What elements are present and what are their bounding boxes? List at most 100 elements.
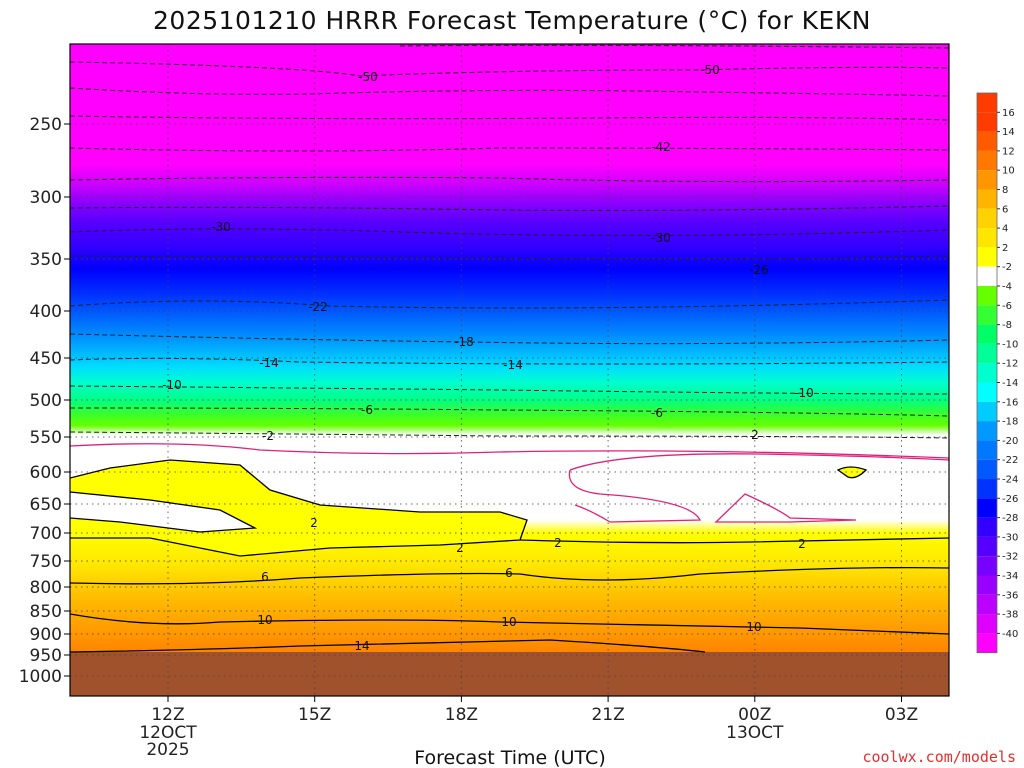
x-tick-sublabel: 12OCT xyxy=(139,723,197,743)
contour-label: 2 xyxy=(751,428,759,442)
x-tick-sublabel: 2025 xyxy=(146,740,189,760)
colorbar-tick-label: 6 xyxy=(1002,204,1008,215)
colorbar-tick-label: -34 xyxy=(1002,571,1018,582)
contour-label: 2 xyxy=(456,541,464,555)
x-tick-label: 03Z xyxy=(885,705,918,725)
x-tick-label: 12Z xyxy=(151,705,184,725)
contour-label: -18 xyxy=(454,335,474,349)
colorbar-tick-label: -10 xyxy=(1002,339,1018,350)
colorbar-cell xyxy=(977,131,997,151)
colorbar-tick-label: -30 xyxy=(1002,532,1018,543)
x-tick-sublabel: 13OCT xyxy=(726,723,784,743)
y-tick-label: 950 xyxy=(30,646,62,666)
colorbar-cell xyxy=(977,286,997,306)
colorbar-cell xyxy=(977,594,997,615)
colorbar-border xyxy=(976,92,998,654)
y-tick-label: 250 xyxy=(30,115,62,135)
x-tick-label: 15Z xyxy=(298,705,331,725)
colorbar-cell xyxy=(977,363,997,383)
colorbar-cell xyxy=(977,459,997,479)
contour-label: -50 xyxy=(358,70,378,84)
contour-labels: -50 -50-42-30-30-26-22-18-14 -14-10-10-6 -6… xyxy=(162,63,814,653)
colorbar-tick-label: -24 xyxy=(1002,475,1018,486)
contour-label: -6 xyxy=(651,406,663,420)
y-tick-label: 450 xyxy=(30,349,62,369)
colorbar-tick-label: -12 xyxy=(1002,359,1018,370)
colorbar-tick-label: -18 xyxy=(1002,417,1018,428)
contour-label: -50 xyxy=(700,63,720,77)
colorbar-tick-label: 12 xyxy=(1002,146,1015,157)
contour-label: -14 xyxy=(503,358,523,372)
plot-border xyxy=(69,43,950,697)
chart-title: 2025101210 HRRR Forecast Temperature (°C… xyxy=(153,6,871,35)
colorbar-cell xyxy=(977,93,997,113)
x-tick-label: 18Z xyxy=(445,705,478,725)
y-tick-label: 350 xyxy=(30,250,62,270)
colorbar-tick-label: 8 xyxy=(1002,185,1008,196)
colorbar-tick-label: -20 xyxy=(1002,436,1018,447)
warm-contours xyxy=(70,459,949,653)
y-tick-label: 900 xyxy=(30,625,62,645)
colorbar-cell xyxy=(977,150,997,171)
y-tick-label: 700 xyxy=(30,524,62,544)
contour-label: -22 xyxy=(308,300,328,314)
colorbar-cell xyxy=(977,575,997,595)
y-tick-label: 850 xyxy=(30,602,62,622)
y-tick-label: 550 xyxy=(30,428,62,448)
colorbar-tick-label: 4 xyxy=(1002,224,1008,235)
colorbar-cell xyxy=(977,401,997,422)
colorbar-tick-label: -4 xyxy=(1002,282,1012,293)
colorbar-cell xyxy=(977,112,997,132)
contour-label: -42 xyxy=(651,140,671,154)
colorbar-cell xyxy=(977,633,997,653)
plot-area: -50 -50-42-30-30-26-22-18-14 -14-10-10-6 -6… xyxy=(70,44,949,696)
colorbar-cell xyxy=(977,440,997,460)
contour-label: 10 xyxy=(501,615,516,629)
colorbar: 16 14 12 10 8 6 4 2 -2 -4 -6 -8 -10 -12 -14 -16 -18 -20 -2… xyxy=(976,92,1018,654)
cold-contours xyxy=(70,44,949,439)
y-tick-label: 800 xyxy=(30,578,62,598)
colorbar-tick-label: 16 xyxy=(1002,108,1015,119)
colorbar-cell xyxy=(977,208,997,229)
colorbar-cell xyxy=(977,614,997,634)
colorbar-tick-label: -22 xyxy=(1002,455,1018,466)
colorbar-tick-label: -32 xyxy=(1002,552,1018,563)
contour-label: 2 xyxy=(798,537,806,551)
contour-label: 2 xyxy=(310,516,318,530)
colorbar-cell xyxy=(977,421,997,441)
x-axis-title: Forecast Time (UTC) xyxy=(414,747,605,768)
y-tick-label: 650 xyxy=(30,495,62,515)
colorbar-tick-label: 10 xyxy=(1002,166,1015,177)
contour-label: 14 xyxy=(354,639,369,653)
colorbar-tick-label: -14 xyxy=(1002,378,1018,389)
contour-label: -30 xyxy=(211,220,231,234)
colorbar-cell xyxy=(977,247,997,267)
colorbar-cell xyxy=(977,382,997,402)
x-tick-label: 21Z xyxy=(591,705,624,725)
colorbar-tick-label: 14 xyxy=(1002,127,1015,138)
y-tick-label: 300 xyxy=(30,188,62,208)
colorbar-tick-label: -26 xyxy=(1002,494,1018,505)
colorbar-cell xyxy=(977,266,997,286)
ground-level xyxy=(70,652,949,696)
colorbar-tick-label: 2 xyxy=(1002,243,1008,254)
cool-pocket xyxy=(70,492,255,532)
y-tick-label: 400 xyxy=(30,302,62,322)
colorbar-cell xyxy=(977,189,997,209)
colorbar-tick-label: -8 xyxy=(1002,320,1012,331)
colorbar-tick-label: -36 xyxy=(1002,590,1018,601)
colorbar-tick-label: -38 xyxy=(1002,610,1018,621)
contour-label: 6 xyxy=(505,566,513,580)
x-tick-label: 00Z xyxy=(738,705,771,725)
contour-label: 2 xyxy=(554,536,562,550)
contour-label: 10 xyxy=(257,613,272,627)
grid-lines xyxy=(70,44,949,696)
colorbar-cell xyxy=(977,170,997,190)
y-tick-label: 750 xyxy=(30,552,62,572)
colorbar-cell xyxy=(977,517,997,537)
y-tick-label: 1000 xyxy=(19,667,62,687)
colorbar-cell xyxy=(977,498,997,518)
contour-label: -10 xyxy=(162,378,182,392)
